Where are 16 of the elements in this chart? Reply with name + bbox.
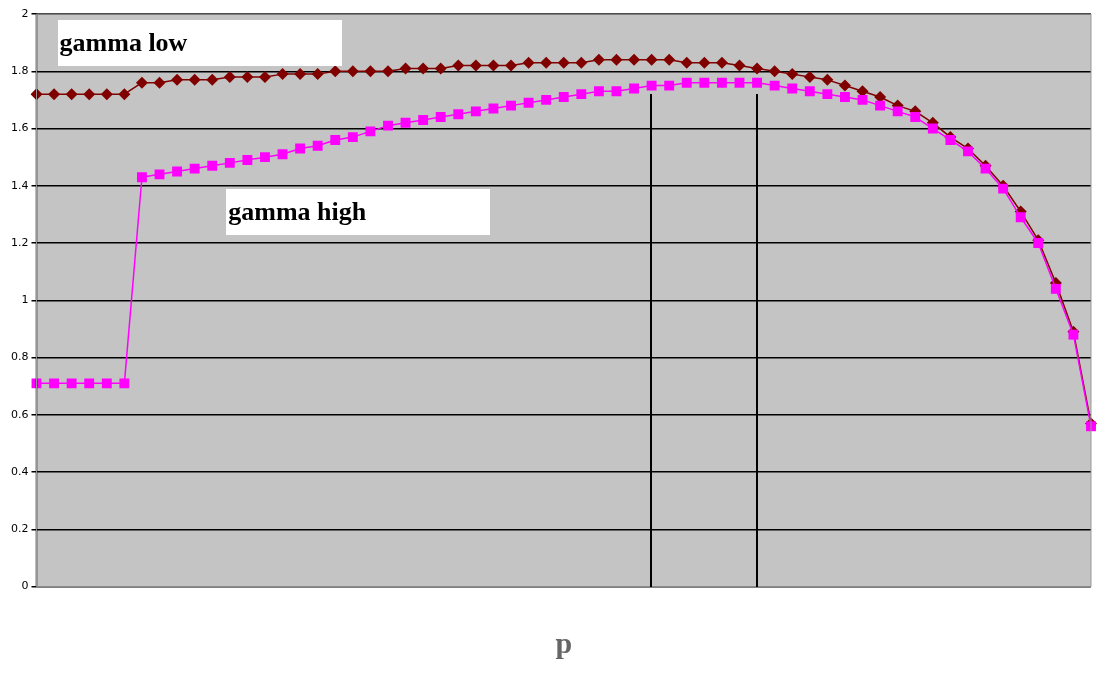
y-tick-label: 0.2 bbox=[10, 522, 29, 536]
label-box: gamma high bbox=[226, 188, 490, 235]
y-tick-label: 1 bbox=[21, 293, 29, 307]
y-tick-label: 1.8 bbox=[10, 64, 29, 78]
y-tick-label: 2 bbox=[21, 6, 29, 20]
y-tick-label: 0.8 bbox=[10, 350, 29, 364]
y-tick-label: 1.4 bbox=[10, 178, 29, 192]
series-label: gamma low bbox=[59, 27, 188, 57]
y-tick-label: 0.4 bbox=[10, 464, 29, 478]
y-tick-label: 0 bbox=[21, 579, 29, 593]
y-tick-label: 1.6 bbox=[10, 121, 29, 135]
label-box: gamma low bbox=[57, 19, 343, 66]
series-label: gamma high bbox=[228, 196, 367, 226]
y-tick-label: 1.2 bbox=[10, 235, 29, 249]
x-axis-title: p bbox=[555, 625, 573, 659]
y-tick-label: 0.6 bbox=[10, 407, 29, 421]
